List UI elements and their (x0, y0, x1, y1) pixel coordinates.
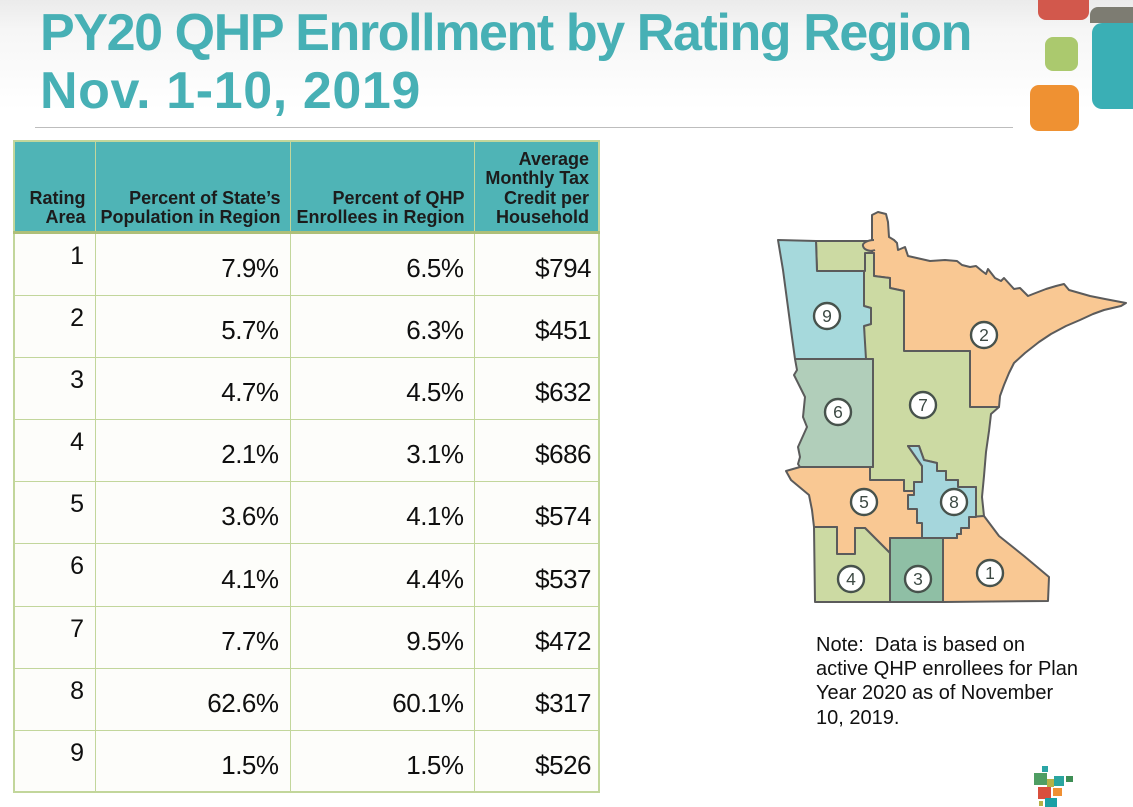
svg-text:1: 1 (985, 563, 995, 583)
svg-text:2: 2 (979, 325, 989, 345)
svg-text:8: 8 (949, 492, 959, 512)
svg-text:3: 3 (913, 569, 923, 589)
svg-text:4: 4 (846, 569, 856, 589)
svg-text:6: 6 (833, 402, 843, 422)
svg-text:9: 9 (822, 306, 832, 326)
svg-text:7: 7 (918, 395, 928, 415)
svg-text:5: 5 (859, 492, 869, 512)
